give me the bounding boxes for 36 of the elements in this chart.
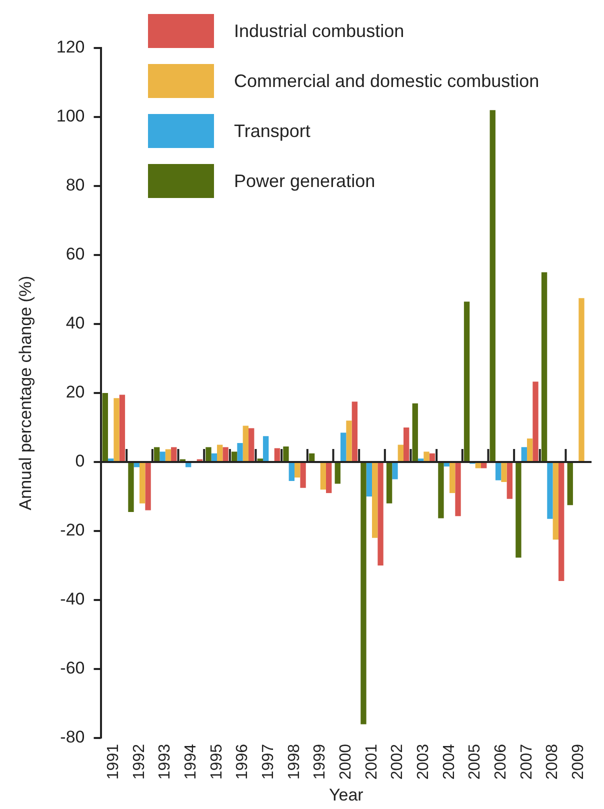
- legend-label: Industrial combustion: [234, 20, 404, 42]
- legend-label: Power generation: [234, 170, 376, 192]
- x-tick-label: 2005: [466, 744, 484, 780]
- x-tick-label: 2001: [363, 744, 380, 780]
- legend-label: Commercial and domestic combustion: [234, 70, 540, 92]
- y-tick-label: -80: [60, 728, 85, 747]
- x-tick-label: 2003: [415, 744, 432, 780]
- y-tick-label: 20: [66, 382, 85, 402]
- x-axis-title: Year: [328, 785, 364, 804]
- x-tick-label: 1996: [234, 744, 252, 780]
- y-tick-label: -20: [60, 520, 85, 540]
- x-tick-label: 1994: [182, 744, 200, 780]
- y-tick-label: -40: [60, 590, 85, 609]
- x-tick-label: 1998: [286, 744, 303, 780]
- x-tick-label: 2004: [440, 744, 458, 780]
- y-axis-title: Annual percentage change (%): [16, 276, 35, 510]
- y-tick-label: 80: [66, 176, 85, 195]
- y-tick-label: 120: [56, 38, 85, 57]
- x-tick-label: 2007: [518, 744, 536, 780]
- x-tick-label: 1999: [312, 744, 329, 780]
- x-tick-label: 2009: [570, 744, 588, 780]
- y-tick-label: 100: [56, 106, 85, 126]
- x-tick-label: 2002: [389, 744, 406, 780]
- x-tick-label: 1995: [208, 744, 226, 780]
- x-tick-label: 2006: [492, 744, 510, 780]
- y-tick-label: 40: [66, 314, 85, 333]
- y-tick-label: 60: [66, 244, 85, 264]
- x-tick-label: 2008: [544, 744, 562, 780]
- x-tick-label: 1991: [105, 744, 122, 780]
- legend-label: Transport: [234, 120, 310, 142]
- x-tick-label: 1993: [156, 744, 174, 780]
- x-tick-label: 2000: [338, 744, 355, 780]
- y-tick-label: 0: [75, 452, 85, 471]
- x-tick-label: 1997: [260, 744, 278, 780]
- x-tick-label: 1992: [130, 744, 148, 780]
- y-tick-label: -60: [60, 658, 85, 678]
